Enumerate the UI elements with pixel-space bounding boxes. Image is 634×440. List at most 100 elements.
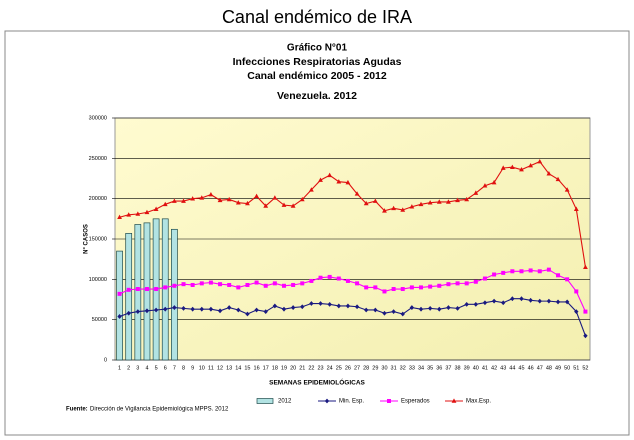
marker — [546, 171, 552, 176]
x-tick-label: 29 — [372, 365, 378, 371]
marker — [235, 200, 241, 205]
x-tick-label: 38 — [454, 365, 460, 371]
marker — [245, 200, 250, 206]
x-tick-label: 5 — [155, 365, 158, 371]
marker — [537, 269, 542, 274]
marker — [190, 306, 195, 312]
x-tick-label: 20 — [290, 365, 296, 371]
marker — [153, 206, 159, 211]
marker — [437, 306, 442, 312]
line — [119, 298, 586, 336]
x-tick-label: 9 — [191, 365, 194, 371]
chart-title: Canal endémico 2005 - 2012 — [247, 70, 387, 82]
x-tick-label: 12 — [217, 365, 223, 371]
x-tick-label: 50 — [564, 365, 570, 371]
bar — [125, 233, 133, 361]
marker — [491, 179, 497, 185]
marker — [245, 282, 250, 287]
bar — [161, 218, 169, 361]
x-tick-label: 22 — [308, 365, 314, 371]
x-tick-label: 26 — [345, 365, 351, 371]
x-tick-label: 48 — [546, 365, 552, 371]
marker — [144, 308, 150, 314]
x-tick-label: 49 — [555, 365, 561, 371]
marker — [482, 300, 488, 306]
x-tick-label: 14 — [235, 365, 241, 371]
marker — [528, 162, 534, 168]
marker — [126, 212, 132, 217]
marker — [236, 285, 241, 290]
marker — [290, 203, 296, 208]
marker — [400, 207, 406, 212]
marker — [171, 198, 177, 203]
marker — [281, 306, 287, 312]
marker — [135, 211, 141, 216]
bar — [116, 250, 123, 361]
marker — [391, 287, 396, 292]
marker — [418, 201, 424, 207]
marker — [427, 305, 433, 311]
frame — [4, 30, 630, 436]
marker — [482, 183, 488, 188]
marker — [364, 285, 369, 290]
marker — [217, 308, 223, 314]
x-tick-label: 1 — [118, 365, 121, 371]
marker — [574, 309, 579, 314]
marker — [355, 281, 360, 286]
marker — [387, 399, 391, 403]
marker — [208, 280, 213, 285]
marker — [501, 270, 506, 275]
marker — [427, 200, 433, 205]
source: Dirección de Vigilancia Epidemiológica M… — [90, 407, 229, 413]
x-tick-label: 27 — [354, 365, 360, 371]
x-tick-label: 46 — [528, 365, 534, 371]
x-tick-label: 51 — [573, 365, 579, 371]
x-tick-label: 44 — [509, 365, 515, 371]
marker — [455, 305, 460, 311]
marker — [291, 282, 296, 287]
marker — [336, 303, 341, 309]
x-tick-label: 7 — [173, 365, 176, 371]
x-tick-label: 13 — [226, 365, 232, 371]
marker — [409, 204, 415, 209]
marker — [254, 193, 259, 199]
marker — [263, 309, 268, 314]
y-tick-label: 300000 — [89, 115, 107, 121]
marker — [409, 285, 414, 290]
x-tick-label: 17 — [263, 365, 269, 371]
marker — [537, 298, 542, 304]
x-tick-label: 43 — [500, 365, 506, 371]
x-tick-label: 19 — [281, 365, 287, 371]
marker — [382, 310, 387, 316]
marker — [144, 287, 149, 292]
marker — [528, 268, 533, 273]
y-tick-label: 0 — [104, 357, 107, 363]
marker — [117, 314, 122, 319]
x-tick-label: 32 — [400, 365, 406, 371]
marker — [263, 203, 269, 208]
marker — [564, 187, 570, 192]
marker — [382, 289, 387, 294]
marker — [254, 280, 259, 285]
marker — [473, 301, 479, 307]
y-tick-label: 200000 — [89, 196, 107, 202]
marker — [281, 202, 287, 207]
marker — [583, 333, 588, 339]
marker — [172, 283, 177, 288]
marker — [451, 398, 457, 403]
marker — [500, 165, 506, 170]
bar — [134, 224, 142, 361]
marker — [299, 196, 305, 202]
chart-title: Gráfico N°01 — [287, 43, 348, 54]
x-tick-label: 41 — [482, 365, 488, 371]
marker — [272, 195, 278, 200]
marker — [126, 310, 131, 316]
marker — [272, 281, 277, 286]
marker — [226, 305, 232, 310]
marker — [519, 269, 524, 274]
marker — [336, 179, 342, 184]
marker — [308, 187, 314, 192]
x-tick-label: 34 — [418, 365, 424, 371]
marker — [564, 299, 570, 305]
marker — [324, 398, 330, 404]
